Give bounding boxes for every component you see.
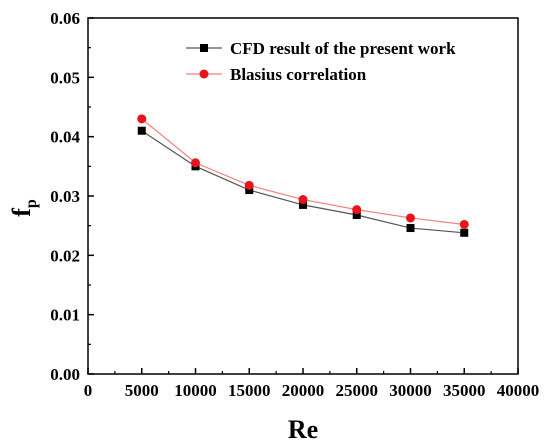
x-tick-label: 10000 xyxy=(174,381,217,400)
series-layer xyxy=(137,114,469,237)
y-tick-label: 0.00 xyxy=(50,365,80,384)
x-tick-label: 0 xyxy=(84,381,93,400)
data-point-circle xyxy=(191,158,200,168)
x-tick-label: 25000 xyxy=(336,381,379,400)
y-tick-label: 0.01 xyxy=(50,306,80,325)
legend-item: Blasius correlation xyxy=(186,65,367,84)
series-2 xyxy=(137,114,469,229)
data-point-circle xyxy=(352,205,362,215)
x-axis-title: Re xyxy=(288,415,318,444)
y-tick-label: 0.03 xyxy=(50,187,80,206)
legend: CFD result of the present work Blasius co… xyxy=(186,39,456,84)
legend-item: CFD result of the present work xyxy=(186,39,456,58)
x-tick-label: 15000 xyxy=(228,381,271,400)
data-point-circle xyxy=(406,213,415,223)
x-tick-label: 5000 xyxy=(125,381,159,400)
data-point-square xyxy=(137,126,146,135)
y-tick-label: 0.05 xyxy=(50,68,80,87)
legend-marker-square xyxy=(200,44,208,52)
series-1 xyxy=(137,126,469,237)
data-point-circle xyxy=(244,180,254,190)
x-tick-label: 40000 xyxy=(497,381,540,400)
series-line xyxy=(141,130,465,234)
x-axis: 0 5000 10000 15000 20000 25000 30000 35000 40000 xyxy=(84,368,540,400)
data-point-square xyxy=(299,200,307,209)
legend-marker-circle xyxy=(199,69,209,79)
x-tick-label: 35000 xyxy=(443,381,486,400)
y-tick-label: 0.04 xyxy=(50,128,80,147)
data-point-square xyxy=(245,186,254,195)
data-point-square xyxy=(352,210,361,219)
y-tick-label: 0.02 xyxy=(50,246,80,265)
legend-label: CFD result of the present work xyxy=(230,39,456,58)
x-tick-label: 30000 xyxy=(389,381,432,400)
y-axis-title-subscript: p xyxy=(23,199,40,208)
y-axis: 0.00 0.01 0.02 0.03 0.04 0.05 0.06 xyxy=(50,9,94,384)
y-tick-label: 0.06 xyxy=(50,9,80,28)
x-tick-label: 20000 xyxy=(282,381,325,400)
data-point-square xyxy=(406,224,415,233)
data-point-square xyxy=(460,228,469,237)
y-axis-title-main: f xyxy=(7,208,36,217)
y-axis-title: fp xyxy=(7,199,40,217)
data-point-circle xyxy=(137,114,147,124)
legend-label: Blasius correlation xyxy=(230,65,367,84)
data-point-circle xyxy=(298,195,308,205)
data-point-circle xyxy=(459,219,469,229)
